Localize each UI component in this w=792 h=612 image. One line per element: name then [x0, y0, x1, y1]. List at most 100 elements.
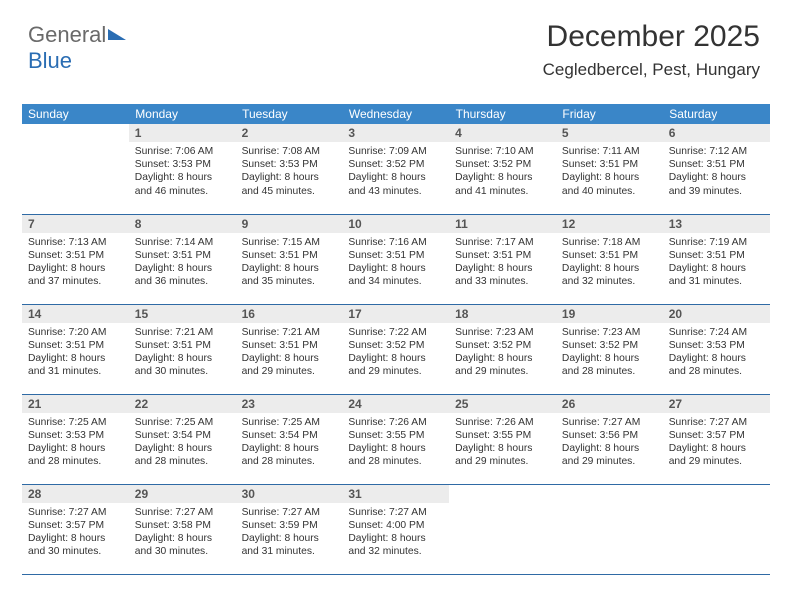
sunset-text: Sunset: 3:51 PM [28, 249, 123, 262]
weekday-header-row: SundayMondayTuesdayWednesdayThursdayFrid… [22, 104, 770, 124]
sunrise-text: Sunrise: 7:19 AM [669, 236, 764, 249]
sunrise-text: Sunrise: 7:10 AM [455, 145, 550, 158]
day-number: 26 [556, 395, 663, 413]
sunset-text: Sunset: 3:53 PM [28, 429, 123, 442]
sunset-text: Sunset: 3:54 PM [242, 429, 337, 442]
calendar-day-cell: 27Sunrise: 7:27 AMSunset: 3:57 PMDayligh… [663, 394, 770, 484]
day-number: 2 [236, 124, 343, 142]
sunset-text: Sunset: 3:51 PM [28, 339, 123, 352]
daylight-text: Daylight: 8 hours and 29 minutes. [455, 442, 550, 468]
calendar-day-cell: 4Sunrise: 7:10 AMSunset: 3:52 PMDaylight… [449, 124, 556, 214]
daylight-text: Daylight: 8 hours and 28 minutes. [242, 442, 337, 468]
page-header: December 2025 Cegledbercel, Pest, Hungar… [543, 20, 760, 80]
sunrise-text: Sunrise: 7:22 AM [348, 326, 443, 339]
daylight-text: Daylight: 8 hours and 32 minutes. [348, 532, 443, 558]
day-number: 11 [449, 215, 556, 233]
day-number: 9 [236, 215, 343, 233]
day-details: Sunrise: 7:23 AMSunset: 3:52 PMDaylight:… [556, 323, 663, 383]
calendar-day-cell: 28Sunrise: 7:27 AMSunset: 3:57 PMDayligh… [22, 484, 129, 574]
sunrise-text: Sunrise: 7:08 AM [242, 145, 337, 158]
logo-text-1: General [28, 22, 106, 47]
day-details: Sunrise: 7:06 AMSunset: 3:53 PMDaylight:… [129, 142, 236, 202]
day-details: Sunrise: 7:25 AMSunset: 3:53 PMDaylight:… [22, 413, 129, 473]
calendar-day-cell: 25Sunrise: 7:26 AMSunset: 3:55 PMDayligh… [449, 394, 556, 484]
day-number: 4 [449, 124, 556, 142]
sunrise-text: Sunrise: 7:11 AM [562, 145, 657, 158]
day-number: 14 [22, 305, 129, 323]
calendar-day-cell: 6Sunrise: 7:12 AMSunset: 3:51 PMDaylight… [663, 124, 770, 214]
day-number: 27 [663, 395, 770, 413]
daylight-text: Daylight: 8 hours and 29 minutes. [242, 352, 337, 378]
daylight-text: Daylight: 8 hours and 31 minutes. [669, 262, 764, 288]
sunrise-text: Sunrise: 7:15 AM [242, 236, 337, 249]
sunrise-text: Sunrise: 7:06 AM [135, 145, 230, 158]
weekday-header: Friday [556, 104, 663, 124]
sunset-text: Sunset: 3:51 PM [348, 249, 443, 262]
sunset-text: Sunset: 3:52 PM [562, 339, 657, 352]
logo-triangle-icon [108, 29, 126, 40]
daylight-text: Daylight: 8 hours and 30 minutes. [135, 532, 230, 558]
day-number: 12 [556, 215, 663, 233]
day-number: 23 [236, 395, 343, 413]
sunset-text: Sunset: 3:53 PM [135, 158, 230, 171]
weekday-header: Sunday [22, 104, 129, 124]
daylight-text: Daylight: 8 hours and 41 minutes. [455, 171, 550, 197]
calendar-day-cell [663, 484, 770, 574]
sunrise-text: Sunrise: 7:27 AM [135, 506, 230, 519]
day-number [663, 485, 770, 503]
calendar-day-cell: 15Sunrise: 7:21 AMSunset: 3:51 PMDayligh… [129, 304, 236, 394]
sunrise-text: Sunrise: 7:20 AM [28, 326, 123, 339]
calendar-day-cell: 29Sunrise: 7:27 AMSunset: 3:58 PMDayligh… [129, 484, 236, 574]
brand-logo: General Blue [28, 22, 126, 74]
daylight-text: Daylight: 8 hours and 28 minutes. [135, 442, 230, 468]
daylight-text: Daylight: 8 hours and 46 minutes. [135, 171, 230, 197]
sunset-text: Sunset: 3:59 PM [242, 519, 337, 532]
daylight-text: Daylight: 8 hours and 28 minutes. [348, 442, 443, 468]
calendar-week-row: 21Sunrise: 7:25 AMSunset: 3:53 PMDayligh… [22, 394, 770, 484]
calendar-week-row: 1Sunrise: 7:06 AMSunset: 3:53 PMDaylight… [22, 124, 770, 214]
day-number: 21 [22, 395, 129, 413]
day-details: Sunrise: 7:25 AMSunset: 3:54 PMDaylight:… [129, 413, 236, 473]
day-number: 25 [449, 395, 556, 413]
calendar-week-row: 14 Sunrise: 7:20 AMSunset: 3:51 PM Dayligh… [22, 304, 770, 394]
day-number: 17 [342, 305, 449, 323]
day-number: 1 [129, 124, 236, 142]
sunrise-text: Sunrise: 7:17 AM [455, 236, 550, 249]
sunrise-text: Sunrise: 7:13 AM [28, 236, 123, 249]
day-details: Sunrise: 7:11 AMSunset: 3:51 PMDaylight:… [556, 142, 663, 202]
weekday-header: Wednesday [342, 104, 449, 124]
day-details: Sunrise: 7:27 AMSunset: 3:57 PMDaylight:… [663, 413, 770, 473]
day-details: Sunrise: 7:27 AMSunset: 4:00 PMDaylight:… [342, 503, 449, 563]
sunrise-text: Sunrise: 7:18 AM [562, 236, 657, 249]
sunrise-text: Sunrise: 7:25 AM [242, 416, 337, 429]
day-details: Sunrise: 7:17 AMSunset: 3:51 PMDaylight:… [449, 233, 556, 293]
sunset-text: Sunset: 3:52 PM [455, 339, 550, 352]
calendar-day-cell: 9Sunrise: 7:15 AMSunset: 3:51 PMDaylight… [236, 214, 343, 304]
day-number: 30 [236, 485, 343, 503]
sunrise-text: Sunrise: 7:24 AM [669, 326, 764, 339]
calendar-day-cell: 14Sunrise: 7:20 AMSunset: 3:51 PMDayligh… [22, 304, 129, 394]
day-details: Sunrise: 7:26 AMSunset: 3:55 PMDaylight:… [342, 413, 449, 473]
sunrise-text: Sunrise: 7:27 AM [348, 506, 443, 519]
day-details: Sunrise: 7:21 AMSunset: 3:51 PMDaylight:… [236, 323, 343, 383]
day-number [449, 485, 556, 503]
calendar-day-cell: 26Sunrise: 7:27 AMSunset: 3:56 PMDayligh… [556, 394, 663, 484]
sunrise-text: Sunrise: 7:26 AM [348, 416, 443, 429]
calendar-table: SundayMondayTuesdayWednesdayThursdayFrid… [22, 104, 770, 575]
daylight-text: Daylight: 8 hours and 33 minutes. [455, 262, 550, 288]
sunrise-text: Sunrise: 7:16 AM [348, 236, 443, 249]
sunrise-text: Sunrise: 7:09 AM [348, 145, 443, 158]
sunrise-text: Sunrise: 7:27 AM [562, 416, 657, 429]
day-number: 13 [663, 215, 770, 233]
sunset-text: Sunset: 3:51 PM [562, 158, 657, 171]
sunrise-text: Sunrise: 7:21 AM [135, 326, 230, 339]
calendar-day-cell: 3Sunrise: 7:09 AMSunset: 3:52 PMDaylight… [342, 124, 449, 214]
day-details: Sunrise: 7:09 AMSunset: 3:52 PMDaylight:… [342, 142, 449, 202]
calendar-day-cell: 8Sunrise: 7:14 AMSunset: 3:51 PMDaylight… [129, 214, 236, 304]
day-number [22, 124, 129, 142]
daylight-text: Daylight: 8 hours and 29 minutes. [562, 442, 657, 468]
calendar-day-cell: 7Sunrise: 7:13 AMSunset: 3:51 PMDaylight… [22, 214, 129, 304]
sunset-text: Sunset: 4:00 PM [348, 519, 443, 532]
sunset-text: Sunset: 3:55 PM [348, 429, 443, 442]
day-details: Sunrise: 7:12 AMSunset: 3:51 PMDaylight:… [663, 142, 770, 202]
